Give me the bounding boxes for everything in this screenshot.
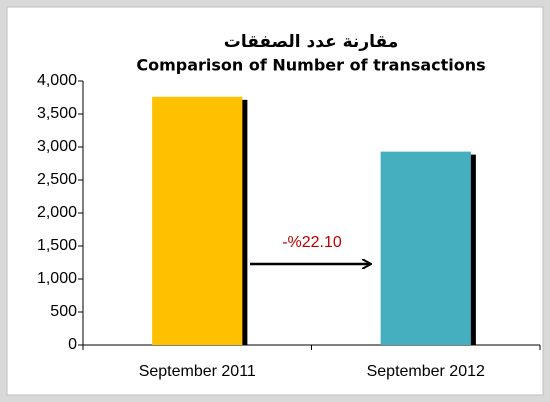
y-tick-label: 1,000 (37, 270, 77, 287)
chart-subtitle: Comparison of Number of transactions (136, 56, 485, 75)
bar (152, 96, 243, 345)
y-tick-label: 2,000 (37, 204, 77, 221)
y-tick-label: 500 (50, 303, 77, 320)
x-tick-label: September 2012 (367, 363, 485, 380)
x-tick-label: September 2011 (139, 363, 256, 380)
y-tick-label: 2,500 (37, 171, 77, 188)
bar (380, 151, 471, 345)
y-tick-label: 3,000 (37, 138, 77, 155)
y-tick-label: 4,000 (37, 72, 77, 89)
y-tick-label: 0 (68, 336, 77, 353)
y-tick-label: 1,500 (37, 237, 77, 254)
change-annotation: -%22.10 (282, 234, 342, 251)
chart-title: مقارنة عدد الصفقات (224, 32, 399, 52)
y-tick-label: 3,500 (37, 105, 77, 122)
